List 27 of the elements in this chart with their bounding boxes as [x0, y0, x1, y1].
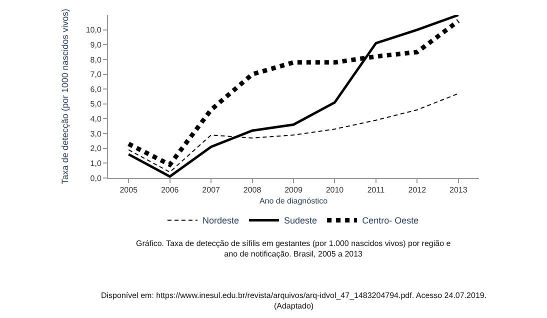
- legend-label: Centro- Oeste: [362, 216, 419, 226]
- legend-label: Nordeste: [202, 216, 240, 226]
- text: Disponível em: https://www.inesul.edu.br/revista/arquivos/arq-idvol_47_1483204794.pdf. Acesso 24.07.2019. (Adaptado): [101, 291, 487, 310]
- x-tick-label: 2009: [284, 186, 303, 195]
- x-tick-label: 2012: [408, 186, 427, 195]
- legend-label: Sudeste: [284, 216, 318, 226]
- x-tick-label: 2007: [202, 186, 221, 195]
- x-tick-label: 2005: [120, 186, 138, 195]
- y-tick-label: 8,0: [90, 55, 102, 64]
- y-tick-label: 9,0: [90, 40, 102, 50]
- y-tick-label: 0,0: [90, 174, 102, 183]
- y-tick-label: 7,0: [90, 70, 102, 80]
- y-axis-title: Taxa de detecção (por 1000 nascidos vivos): [60, 8, 70, 184]
- x-axis-title: Ano de diagnóstico: [259, 196, 328, 206]
- y-tick-label: 6,0: [90, 84, 102, 94]
- y-tick-label: 1,0: [90, 158, 102, 168]
- y-tick-label: 5,0: [90, 100, 102, 109]
- y-tick-label: 4,0: [90, 114, 102, 124]
- x-tick-label: 2011: [367, 186, 386, 195]
- x-tick-label: 2006: [160, 186, 180, 195]
- x-tick-label: 2013: [449, 186, 468, 195]
- y-tick-label: 10,0: [86, 26, 102, 35]
- x-tick-label: 2010: [326, 186, 344, 195]
- y-tick-label: 2,0: [90, 144, 102, 154]
- x-tick-label: 2008: [243, 186, 262, 195]
- text: Gráfico. Taxa de detecção de sífilis em gestantes (por 1.000 nascidos vivos) por região e ano de notificação. Brasil, 2005 a 2013: [136, 239, 452, 258]
- y-tick-label: 3,0: [90, 129, 102, 138]
